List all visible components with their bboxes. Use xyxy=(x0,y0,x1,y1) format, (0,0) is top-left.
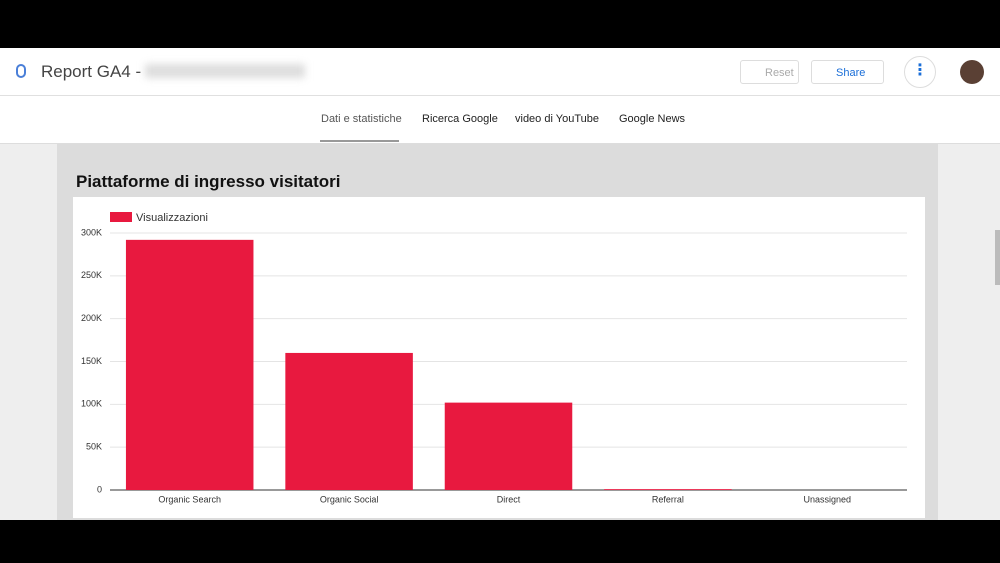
legend-label: Visualizzazioni xyxy=(136,212,208,224)
y-tick-label: 250K xyxy=(81,270,102,280)
y-tick-label: 0 xyxy=(97,484,102,494)
report-title: Report GA4 - xyxy=(41,62,142,81)
legend-swatch xyxy=(110,212,132,222)
chart: 0 50K 100K 150K 200K 250K 300K Visualizzazioni O… xyxy=(73,197,925,518)
x-tick-label: Unassigned xyxy=(804,494,852,504)
y-tick-label: 150K xyxy=(81,356,102,366)
header-bar: Report GA4 - Reset Share ⋮ xyxy=(0,48,1000,96)
tab[interactable]: Dati e statistiche xyxy=(321,113,402,125)
tab[interactable]: Google News xyxy=(619,113,686,125)
chart-title: Piattaforme di ingresso visitatori xyxy=(76,172,341,191)
y-tick-label: 300K xyxy=(81,227,102,237)
y-tick-label: 100K xyxy=(81,399,102,409)
logo xyxy=(16,64,26,78)
scrollbar xyxy=(995,230,1000,285)
tab[interactable]: video di YouTube xyxy=(515,113,599,125)
avatar[interactable] xyxy=(960,60,984,84)
tab-bar: Dati e statistiche Ricerca Google video … xyxy=(0,96,1000,144)
active-tab-indicator xyxy=(320,140,399,142)
x-tick-label: Organic Search xyxy=(158,494,221,504)
reset-button[interactable]: Reset xyxy=(740,60,799,84)
blurred-name xyxy=(145,64,305,78)
bar xyxy=(285,352,413,490)
tab[interactable]: Ricerca Google xyxy=(422,113,498,125)
bar xyxy=(604,489,732,490)
y-tick-label: 200K xyxy=(81,313,102,323)
more-button[interactable]: ⋮ xyxy=(904,56,936,88)
share-button[interactable]: Share xyxy=(811,60,884,84)
x-tick-label: Direct xyxy=(497,494,521,504)
x-tick-label: Referral xyxy=(652,494,684,504)
y-tick-label: 50K xyxy=(86,442,102,452)
bar xyxy=(444,402,573,490)
bar xyxy=(125,239,254,490)
x-tick-label: Organic Social xyxy=(320,494,379,504)
